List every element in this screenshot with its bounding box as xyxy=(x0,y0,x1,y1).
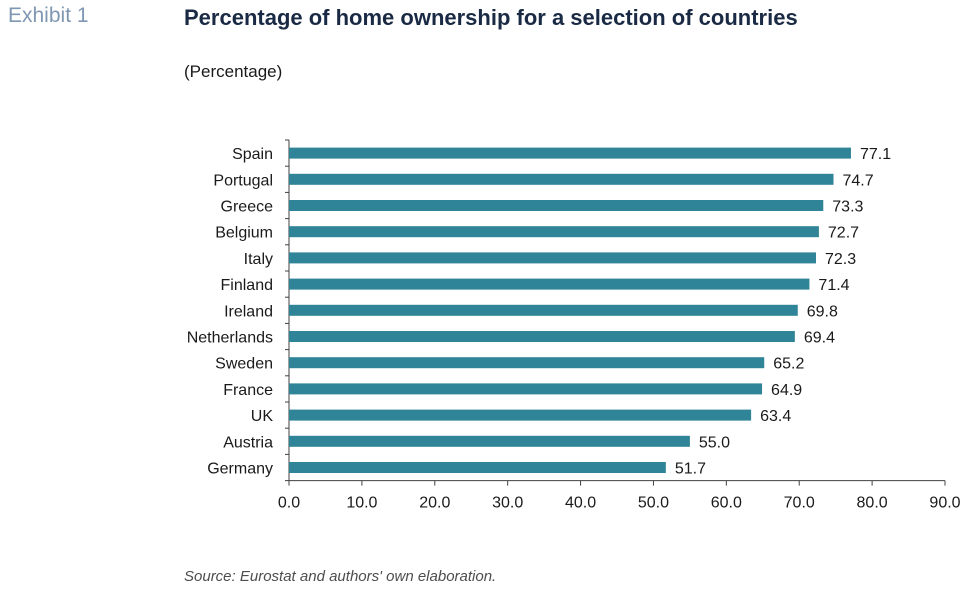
x-tick-label: 80.0 xyxy=(857,495,888,512)
value-label: 72.3 xyxy=(825,251,856,268)
category-label: Greece xyxy=(221,199,274,216)
category-label: France xyxy=(223,382,273,399)
bar xyxy=(289,147,851,159)
bar xyxy=(289,331,795,342)
source-note: Source: Eurostat and authors' own elabor… xyxy=(184,568,497,585)
category-label: Finland xyxy=(221,277,273,294)
category-label: Austria xyxy=(223,434,273,451)
bar xyxy=(289,383,763,395)
x-tick-label: 60.0 xyxy=(711,495,742,512)
value-label: 55.0 xyxy=(699,434,730,451)
x-tick-label: 70.0 xyxy=(784,495,815,512)
x-tick-label: 20.0 xyxy=(419,495,450,512)
value-label: 73.3 xyxy=(832,199,863,216)
exhibit-label: Exhibit 1 xyxy=(8,4,89,27)
value-label: 71.4 xyxy=(818,277,849,294)
value-label: 69.4 xyxy=(804,330,835,347)
category-label: Ireland xyxy=(224,303,273,320)
value-label: 64.9 xyxy=(771,382,802,399)
value-label: 74.7 xyxy=(842,172,873,189)
x-tick-label: 30.0 xyxy=(492,495,523,512)
category-label: Spain xyxy=(232,146,273,163)
category-label: Belgium xyxy=(215,225,273,242)
bar xyxy=(289,304,798,316)
value-label: 65.2 xyxy=(773,356,804,373)
x-tick-label: 10.0 xyxy=(346,495,377,512)
bar xyxy=(289,435,690,447)
bar xyxy=(289,357,765,369)
category-label: Italy xyxy=(244,251,273,268)
chart-title: Percentage of home ownership for a selec… xyxy=(184,5,798,30)
bar xyxy=(289,173,834,185)
bar xyxy=(289,200,824,211)
bar xyxy=(289,278,810,290)
value-label: 72.7 xyxy=(828,225,859,242)
x-tick-label: 90.0 xyxy=(929,495,960,512)
x-tick-label: 0.0 xyxy=(278,495,300,512)
value-label: 51.7 xyxy=(675,461,706,478)
category-label: Germany xyxy=(207,461,273,478)
category-label: UK xyxy=(251,408,274,425)
category-label: Sweden xyxy=(215,356,273,373)
bar xyxy=(289,409,752,421)
bar xyxy=(289,252,816,264)
x-tick-label: 50.0 xyxy=(638,495,669,512)
bar xyxy=(289,462,666,473)
value-label: 63.4 xyxy=(760,408,791,425)
value-label: 69.8 xyxy=(807,303,838,320)
chart-subtitle: (Percentage) xyxy=(184,62,283,81)
category-label: Netherlands xyxy=(187,330,273,347)
x-tick-label: 40.0 xyxy=(565,495,596,512)
value-label: 77.1 xyxy=(860,146,891,163)
bar xyxy=(289,226,819,238)
category-label: Portugal xyxy=(213,172,273,189)
